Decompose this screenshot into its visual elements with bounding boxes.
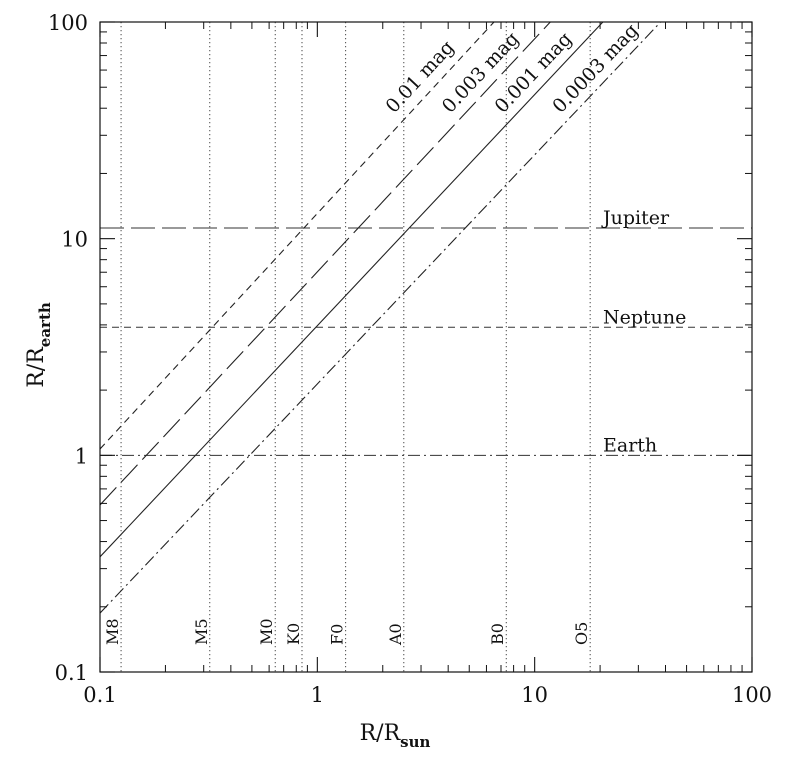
x-axis-title-sub: sun (400, 733, 430, 751)
y-tick-label: 0.1 (55, 661, 88, 685)
spectral-label-b0: B0 (488, 623, 507, 645)
y-tick-label: 10 (61, 228, 88, 252)
x-tick-label: 1 (311, 683, 324, 707)
plot-area: M8 M5 M0 K0 F0 A0 B0 O5JupiterNeptuneEarth0.01 … (100, 20, 752, 672)
y-axis-title-sub: earth (36, 302, 54, 347)
series-line-0-01-mag (100, 22, 495, 450)
plot-frame (99, 21, 753, 673)
tick-labels: 0.1 1 10 100 0.1 1 10 100 (48, 11, 772, 707)
planet-label-bg-earth (598, 436, 710, 455)
series-line-0-001-mag (100, 22, 604, 558)
series-line-0-0003-mag (100, 22, 662, 614)
x-axis-title-main: R/R (360, 721, 402, 746)
plot-content (100, 22, 752, 672)
spectral-label-f0: F0 (328, 624, 347, 645)
y-axis-title-main: R/R (24, 346, 49, 388)
y-tick-label: 1 (75, 444, 88, 468)
planet-label-jupiter: Jupiter (601, 207, 670, 229)
series-line-0-003-mag (100, 22, 551, 506)
planet-label-neptune: Neptune (603, 306, 686, 328)
x-axis-title: R/Rsun (360, 721, 431, 751)
x-tick-label: 100 (732, 683, 772, 707)
planet-label-bg-jupiter (598, 209, 710, 228)
axis-ticks (99, 21, 753, 673)
planet-label-bg-neptune (598, 308, 710, 327)
y-axis-title: R/Rearth (24, 302, 54, 388)
spectral-label-m5: M5 (192, 618, 211, 645)
spectral-label-m8: M8 (103, 618, 122, 645)
x-tick-label: 0.1 (83, 683, 116, 707)
spectral-label-a0: A0 (386, 623, 405, 646)
y-tick-label: 100 (48, 11, 88, 35)
spectral-label-m0: M0 (257, 618, 276, 645)
spectral-label-o5: O5 (572, 622, 591, 645)
planet-label-earth: Earth (603, 434, 657, 456)
spectral-label-k0: K0 (284, 623, 303, 645)
x-tick-label: 10 (521, 683, 548, 707)
